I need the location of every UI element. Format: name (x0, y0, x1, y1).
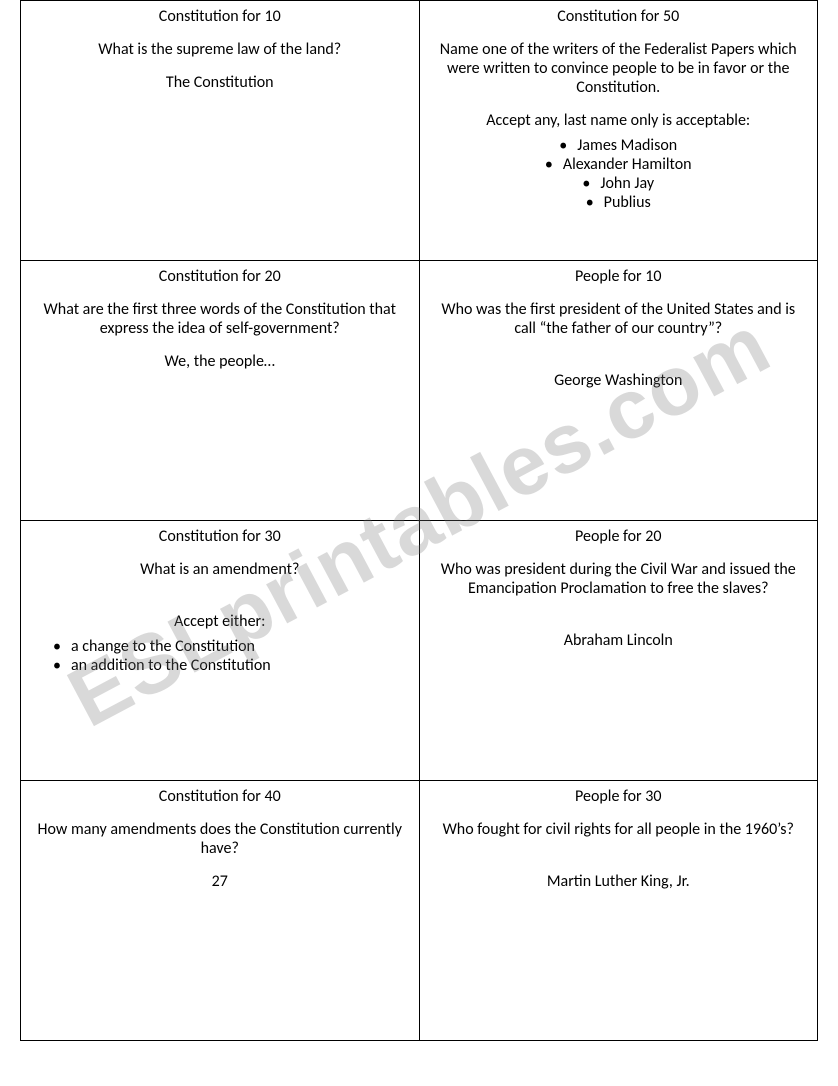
card-answer: 27 (35, 872, 405, 891)
card-cell: People for 10 Who was the first presiden… (419, 261, 818, 521)
card-question: Who fought for civil rights for all peop… (434, 820, 804, 839)
card-question: Who was the first president of the Unite… (434, 300, 804, 338)
card-answer: George Washington (434, 371, 804, 390)
card-cell: Constitution for 30 What is an amendment… (21, 521, 420, 781)
bullet-item: an addition to the Constitution (53, 656, 405, 675)
card-cell: Constitution for 20 What are the first t… (21, 261, 420, 521)
card-title: Constitution for 20 (35, 267, 405, 286)
card-title: Constitution for 50 (434, 7, 804, 26)
bullet-item: John Jay (545, 174, 692, 193)
card-cell: People for 20 Who was president during t… (419, 521, 818, 781)
card-answer: Abraham Lincoln (434, 631, 804, 650)
bullet-item: Publius (545, 193, 692, 212)
card-title: Constitution for 10 (35, 7, 405, 26)
card-question: What is the supreme law of the land? (35, 40, 405, 59)
card-title: People for 30 (434, 787, 804, 806)
card-title: Constitution for 40 (35, 787, 405, 806)
card-answer: The Constitution (35, 73, 405, 92)
card-question: What is an amendment? (35, 560, 405, 579)
card-grid: Constitution for 10 What is the supreme … (20, 0, 818, 1041)
card-note: Accept either: (35, 612, 405, 631)
card-question: Who was president during the Civil War a… (434, 560, 804, 598)
card-question: Name one of the writers of the Federalis… (434, 40, 804, 97)
card-question: How many amendments does the Constitutio… (35, 820, 405, 858)
card-title: People for 20 (434, 527, 804, 546)
card-title: Constitution for 30 (35, 527, 405, 546)
bullet-item: Alexander Hamilton (545, 155, 692, 174)
card-question: What are the first three words of the Co… (35, 300, 405, 338)
card-answer: Martin Luther King, Jr. (434, 872, 804, 891)
bullet-item: a change to the Constitution (53, 637, 405, 656)
card-bullets: a change to the Constitution an addition… (53, 637, 405, 675)
card-title: People for 10 (434, 267, 804, 286)
card-cell: Constitution for 40 How many amendments … (21, 781, 420, 1041)
card-answer: We, the people… (35, 352, 405, 371)
card-cell: Constitution for 50 Name one of the writ… (419, 1, 818, 261)
card-note: Accept any, last name only is acceptable… (434, 111, 804, 130)
card-bullets: James Madison Alexander Hamilton John Ja… (545, 136, 692, 212)
card-cell: Constitution for 10 What is the supreme … (21, 1, 420, 261)
card-cell: People for 30 Who fought for civil right… (419, 781, 818, 1041)
bullet-item: James Madison (545, 136, 692, 155)
